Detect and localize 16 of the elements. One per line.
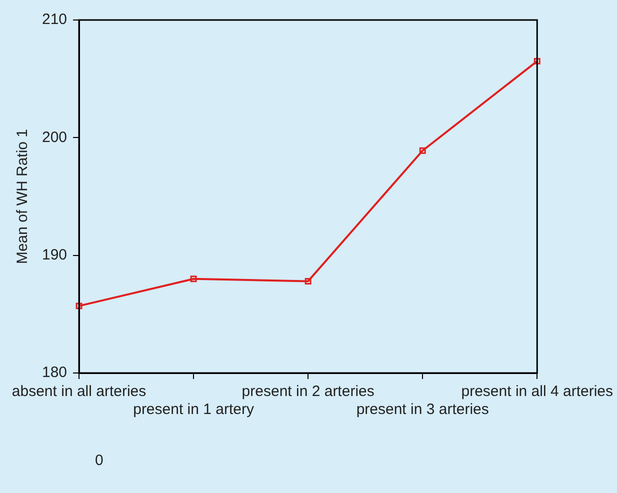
y-tick-label: 190 bbox=[42, 246, 68, 264]
y-tick-label: 210 bbox=[42, 11, 68, 28]
y-tick-label: 180 bbox=[42, 364, 68, 382]
point bbox=[304, 278, 312, 284]
point bbox=[190, 276, 197, 282]
x-tick-label: absent in all arteries bbox=[12, 383, 146, 400]
point bbox=[419, 147, 426, 154]
x-tick-label: present in all 4 arteries bbox=[461, 383, 614, 400]
y-axis-title: Mean of WH Ratio 1 bbox=[14, 128, 32, 264]
text: 0 bbox=[95, 452, 104, 469]
x-tick-label: present in 2 arteries bbox=[242, 383, 374, 400]
y-tick-label: 200 bbox=[42, 128, 68, 146]
x-tick-label: present in 1 artery bbox=[133, 401, 254, 418]
point bbox=[76, 302, 82, 310]
x-tick-label: present in 3 arteries bbox=[356, 401, 489, 418]
point bbox=[534, 58, 540, 64]
